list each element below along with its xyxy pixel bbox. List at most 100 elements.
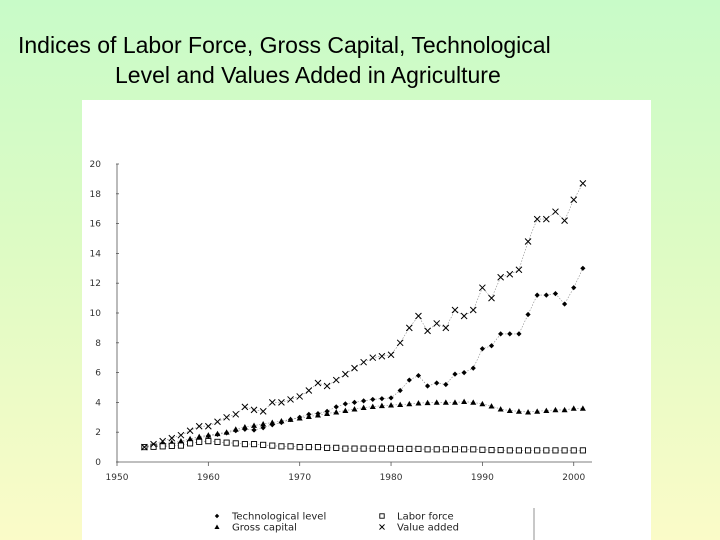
x-tick-label: 2000 [562, 473, 585, 483]
data-point-gross-capital [223, 429, 230, 435]
data-point-labor-force [525, 447, 532, 454]
data-point-labor-force [543, 447, 550, 454]
data-point-technological-level [388, 395, 394, 401]
data-point-technological-level [479, 346, 485, 352]
data-point-labor-force [314, 444, 322, 451]
x-tick-label: 1980 [380, 473, 403, 483]
data-point-value-added [552, 208, 559, 216]
data-point-value-added [204, 422, 212, 430]
data-point-labor-force [177, 442, 184, 449]
data-point-gross-capital [388, 402, 395, 408]
data-point-technological-level [507, 331, 513, 337]
data-point-gross-capital [177, 438, 184, 444]
data-point-value-added [415, 312, 422, 320]
data-point-labor-force [497, 447, 504, 454]
data-point-value-added [305, 387, 313, 394]
data-point-labor-force [159, 443, 166, 450]
y-tick-label: 16 [90, 220, 102, 230]
chart-panel: 0 2 4 6 8 10 12 14 16 18 20 1950 1960 1970 1980 1990 200… [82, 100, 651, 540]
data-point-value-added [186, 427, 194, 435]
data-point-gross-capital [424, 399, 431, 406]
data-point-labor-force [378, 445, 385, 452]
data-point-gross-capital [543, 407, 550, 413]
data-point-technological-level [333, 404, 339, 410]
data-point-gross-capital [324, 410, 331, 416]
data-point-value-added [259, 407, 267, 415]
data-point-value-added [506, 270, 514, 278]
data-point-gross-capital [260, 421, 267, 427]
data-point-value-added [561, 217, 568, 224]
legend-marker-value-added [379, 524, 385, 530]
data-point-gross-capital [296, 415, 303, 421]
data-point-labor-force [241, 441, 248, 448]
data-point-gross-capital [314, 412, 321, 418]
data-point-technological-level [443, 381, 449, 388]
data-point-value-added [232, 410, 240, 418]
data-point-gross-capital [369, 403, 376, 409]
slide-title-line-1: Indices of Labor Force, Gross Capital, T… [18, 32, 551, 58]
data-point-technological-level [488, 343, 495, 349]
line-chart: 0 2 4 6 8 10 12 14 16 18 20 1950 1960 1970 1980 1990 200… [90, 160, 592, 540]
data-point-value-added [469, 306, 477, 314]
data-point-labor-force [351, 445, 358, 452]
data-point-gross-capital [461, 398, 468, 405]
data-point-technological-level [461, 370, 467, 376]
data-point-labor-force [305, 444, 312, 451]
data-point-gross-capital [488, 403, 495, 409]
legend-marker-gross-capital [214, 524, 220, 530]
data-point-technological-level [397, 387, 403, 394]
data-point-value-added [497, 273, 505, 281]
data-point-gross-capital [570, 405, 577, 411]
data-point-value-added [332, 376, 340, 384]
data-point-value-added [323, 382, 331, 390]
data-point-gross-capital [433, 399, 440, 405]
data-point-gross-capital [579, 405, 586, 411]
y-tick-label: 2 [95, 428, 101, 438]
data-point-gross-capital [269, 419, 276, 425]
data-point-labor-force [387, 445, 395, 452]
data-point-value-added [579, 180, 587, 187]
data-point-gross-capital [333, 409, 340, 415]
legend-label-value-added: Value added [397, 523, 459, 534]
data-point-technological-level [516, 331, 522, 337]
data-point-labor-force [397, 445, 404, 452]
data-point-labor-force [534, 447, 541, 454]
data-point-value-added [159, 437, 167, 445]
data-point-labor-force [269, 442, 276, 449]
data-point-labor-force [150, 443, 157, 450]
data-point-gross-capital [287, 416, 294, 422]
data-point-labor-force [260, 441, 267, 448]
data-point-labor-force [442, 446, 449, 453]
slide-title: Indices of Labor Force, Gross Capital, T… [0, 30, 690, 90]
data-point-value-added [570, 196, 578, 204]
data-point-gross-capital [351, 406, 358, 412]
data-point-labor-force [433, 446, 440, 453]
data-point-labor-force [470, 446, 477, 453]
data-point-gross-capital [552, 406, 559, 413]
data-point-gross-capital [241, 423, 248, 430]
data-point-technological-level [561, 301, 568, 307]
series-line-technological-level [144, 268, 584, 448]
data-point-value-added [533, 215, 541, 223]
y-tick-label: 4 [95, 398, 101, 408]
data-point-labor-force [324, 444, 331, 451]
data-point-labor-force [168, 442, 175, 449]
data-point-labor-force [488, 447, 495, 454]
data-point-gross-capital [196, 433, 203, 440]
legend-marker-technological-level [214, 513, 220, 519]
slide-title-line-2: Level and Values Added in Agriculture [115, 62, 501, 88]
data-point-gross-capital [232, 426, 239, 432]
data-point-value-added [223, 413, 230, 421]
data-point-value-added [369, 354, 377, 362]
x-tick-label: 1960 [197, 473, 220, 483]
y-tick-label: 8 [95, 339, 101, 349]
data-point-value-added [168, 434, 176, 442]
legend-label-labor-force: Labor force [397, 512, 454, 523]
data-point-gross-capital [278, 418, 285, 424]
data-point-value-added [387, 351, 395, 359]
data-point-labor-force [451, 446, 459, 453]
data-point-technological-level [351, 399, 358, 405]
data-point-labor-force [223, 439, 230, 446]
data-point-technological-level [342, 401, 348, 407]
data-point-value-added [479, 284, 486, 292]
